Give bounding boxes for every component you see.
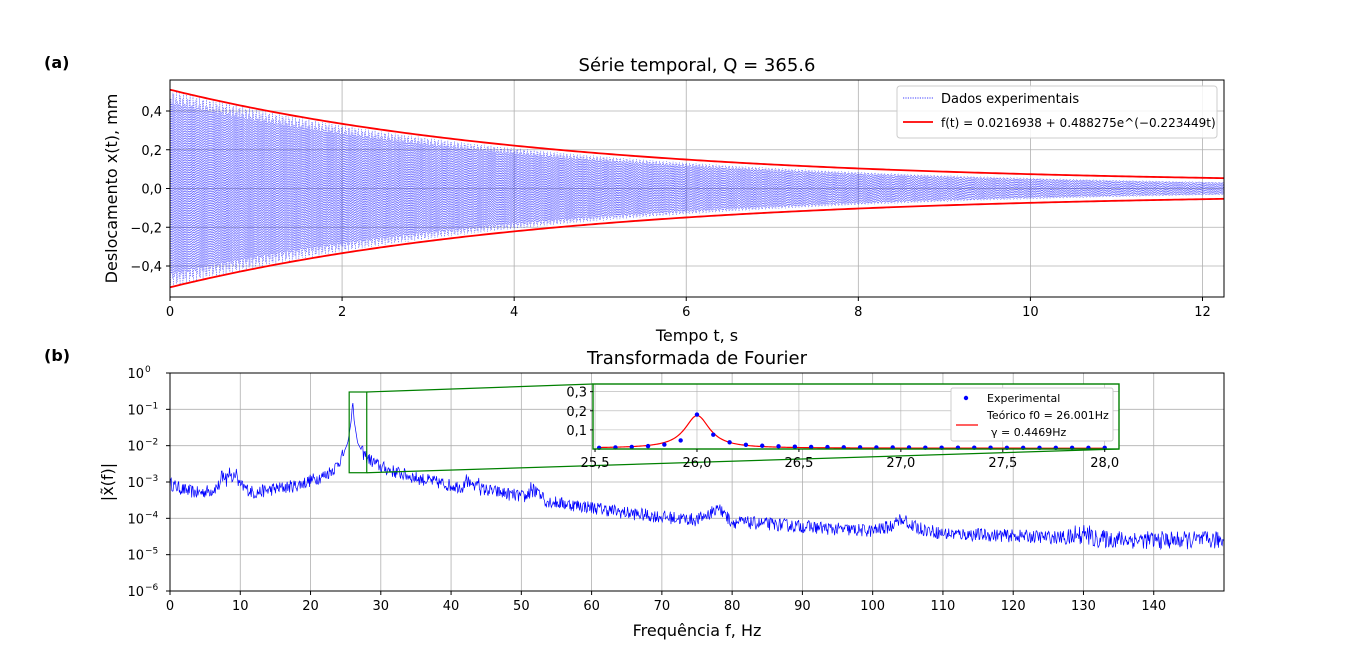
panel-label-a: (a) <box>44 53 70 72</box>
y-tick-label: 10 <box>127 367 144 382</box>
legend-swatch-experimental <box>963 395 969 401</box>
series-theoretical <box>599 414 1105 449</box>
legend-box <box>950 387 1114 442</box>
x-axis-label: Frequência f, Hz <box>633 621 762 640</box>
x-tick-label: 20 <box>302 599 319 614</box>
x-tick-label: 80 <box>724 599 741 614</box>
x-tick-label: 0 <box>166 305 174 320</box>
chart-title: Série temporal, Q = 365.6 <box>579 55 816 76</box>
x-tick-label: 4 <box>510 305 518 320</box>
x-tick-label: 60 <box>583 599 600 614</box>
data-point <box>711 432 716 437</box>
legend-label-experimental: Experimental <box>987 392 1060 405</box>
legend: Dados experimentais f(t) = 0.0216938 + 0.… <box>896 85 1218 139</box>
series-experimental-data <box>169 89 1225 287</box>
x-tick-label: 100 <box>860 599 885 614</box>
y-tick-exponent: −4 <box>145 510 159 520</box>
x-tick-label: 40 <box>443 599 460 614</box>
data-point <box>743 442 749 447</box>
y-tick-label: 0,4 <box>141 105 162 120</box>
data-point <box>662 442 667 447</box>
x-axis-label: Tempo t, s <box>655 326 738 345</box>
x-tick-label: 0 <box>166 599 174 614</box>
y-tick-label: −0,4 <box>130 260 162 275</box>
data-point <box>825 444 830 450</box>
data-point <box>808 444 814 450</box>
x-tick-label: 10 <box>1022 305 1039 320</box>
y-tick-label: 10 <box>127 549 144 564</box>
zoom-connector-bottom <box>366 448 1120 474</box>
y-tick-label: 0,3 <box>566 386 587 401</box>
legend-box <box>896 85 1218 139</box>
data-point <box>629 444 634 450</box>
y-tick-label: 0,1 <box>566 424 587 439</box>
data-point <box>760 443 765 448</box>
y-tick-exponent: −3 <box>145 474 158 484</box>
x-tick-label: 26,0 <box>683 456 712 471</box>
y-tick-label: 0,2 <box>141 144 162 159</box>
y-tick-exponent: −5 <box>145 547 158 557</box>
x-tick-label: 130 <box>1071 599 1096 614</box>
x-tick-label: 30 <box>373 599 390 614</box>
x-tick-label: 27,5 <box>988 456 1017 471</box>
data-point <box>776 444 781 449</box>
x-tick-label: 12 <box>1194 305 1211 320</box>
x-tick-label: 50 <box>513 599 530 614</box>
zoom-connector-top <box>366 383 594 393</box>
x-tick-label: 28,0 <box>1090 456 1119 471</box>
x-tick-label: 110 <box>931 599 956 614</box>
y-tick-label: 10 <box>127 585 144 600</box>
x-tick-label: 90 <box>794 599 811 614</box>
y-tick-label: 0,0 <box>141 183 162 198</box>
y-tick-label: 10 <box>127 512 144 527</box>
x-tick-label: 8 <box>854 305 862 320</box>
y-tick-label: 10 <box>127 476 144 491</box>
data-point <box>727 440 732 445</box>
y-tick-label: −0,2 <box>130 221 162 236</box>
y-tick-label: 10 <box>127 403 144 418</box>
data-point <box>678 438 683 443</box>
x-tick-label: 26,5 <box>784 456 813 471</box>
y-tick-exponent: −1 <box>145 401 158 411</box>
x-tick-label: 25,5 <box>581 456 610 471</box>
legend-label-gamma: γ = 0.4469Hz <box>991 426 1066 439</box>
x-tick-label: 2 <box>338 305 346 320</box>
y-tick-label: 0,2 <box>566 405 587 420</box>
x-tick-label: 6 <box>682 305 690 320</box>
x-tick-label: 10 <box>232 599 249 614</box>
inset-frame <box>592 383 1120 450</box>
time-series-chart: 0 2 4 6 8 10 12 −0,4 −0,2 0,0 0,2 0,4 Série temporal… <box>102 55 1225 345</box>
fourier-inset-chart: 25,5 26,0 26,5 27,0 27,5 28,0 0,1 0,2 0,3 Experim… <box>566 383 1120 471</box>
series-spectrum <box>169 402 1225 551</box>
legend-label-fit: f(t) = 0.0216938 + 0.488275e^(−0.223449t… <box>941 116 1216 130</box>
y-tick-label: 10 <box>127 440 144 455</box>
zoom-box <box>348 391 368 474</box>
x-tick-label: 27,0 <box>886 456 915 471</box>
legend-label-theoretical: Teórico f0 = 26.001Hz <box>986 409 1109 422</box>
envelope-lower <box>169 197 1225 289</box>
chart-title: Transformada de Fourier <box>586 348 808 369</box>
y-tick-exponent: 0 <box>145 365 151 375</box>
legend: Experimental Teórico f0 = 26.001Hz γ = 0.4… <box>950 387 1114 442</box>
data-point <box>792 444 798 449</box>
data-point <box>694 412 700 417</box>
legend-label-data: Dados experimentais <box>941 92 1079 107</box>
y-tick-exponent: −6 <box>145 583 159 593</box>
y-tick-exponent: −2 <box>145 438 158 448</box>
envelope-upper <box>169 88 1225 180</box>
panel-label-b: (b) <box>44 346 71 365</box>
x-tick-label: 140 <box>1141 599 1166 614</box>
x-tick-label: 120 <box>1001 599 1026 614</box>
data-point <box>645 443 651 449</box>
y-axis-label: Deslocamento x(t), mm <box>102 94 121 284</box>
x-tick-label: 70 <box>654 599 671 614</box>
y-axis-label: |x̃(f)| <box>98 463 117 501</box>
